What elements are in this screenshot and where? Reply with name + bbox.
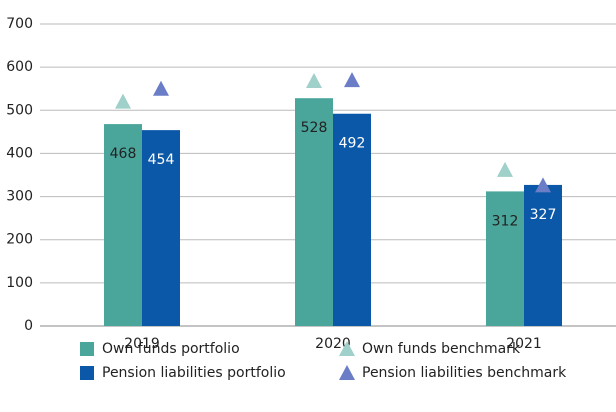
y-tick-label: 100 (6, 275, 33, 291)
data-label: 327 (530, 207, 557, 223)
data-label: 528 (301, 120, 328, 136)
y-tick-label: 0 (24, 318, 33, 334)
y-tick-label: 500 (6, 102, 33, 118)
legend-swatch (80, 342, 94, 356)
legend-swatch (80, 366, 94, 380)
bar (295, 98, 333, 326)
y-tick-label: 400 (6, 145, 33, 161)
legend-label: Pension liabilities benchmark (362, 365, 567, 381)
y-tick-label: 700 (6, 16, 33, 32)
x-tick-label: 2020 (315, 336, 351, 352)
x-tick-label: 2019 (124, 336, 160, 352)
legend-label: Own funds portfolio (102, 341, 240, 357)
y-tick-label: 200 (6, 232, 33, 248)
benchmark-marker (153, 80, 169, 96)
bar (333, 113, 371, 326)
legend-label: Pension liabilities portfolio (102, 365, 286, 381)
benchmark-marker (344, 72, 360, 88)
y-tick-label: 300 (6, 189, 33, 205)
benchmark-marker (535, 177, 551, 193)
legend-swatch (339, 365, 355, 380)
benchmark-marker (306, 72, 322, 88)
data-label: 492 (339, 136, 366, 152)
bar (142, 130, 180, 326)
bar (524, 184, 562, 326)
legend-label: Own funds benchmark (362, 341, 521, 357)
x-tick-label: 2021 (506, 336, 542, 352)
data-label: 454 (148, 152, 175, 168)
bar (486, 191, 524, 326)
data-label: 468 (110, 146, 137, 162)
y-tick-label: 600 (6, 59, 33, 75)
data-label: 312 (492, 213, 519, 229)
bar (104, 124, 142, 326)
benchmark-marker (115, 93, 131, 109)
legend-swatch (339, 341, 355, 356)
benchmark-marker (497, 161, 513, 177)
